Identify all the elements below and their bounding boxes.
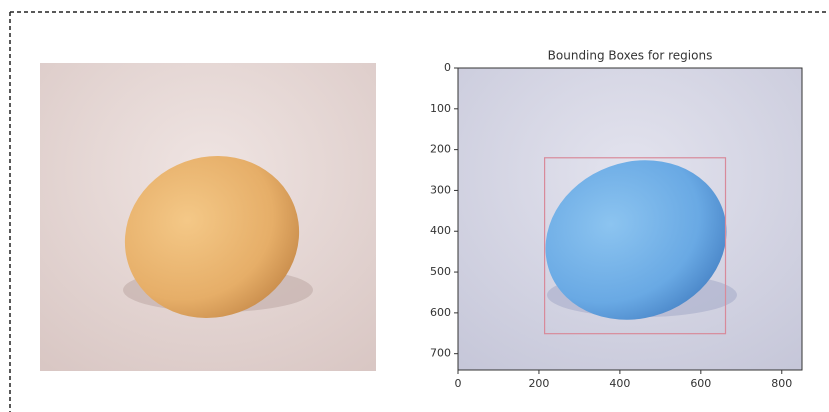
y-tick-label: 700 bbox=[430, 347, 451, 360]
y-tick-label: 400 bbox=[430, 224, 451, 237]
x-tick-label: 600 bbox=[690, 377, 711, 390]
x-tick-label: 200 bbox=[528, 377, 549, 390]
screenshot: Bounding Boxes for regions 0 200 400 600 800… bbox=[0, 0, 829, 412]
y-tick-label: 100 bbox=[430, 102, 451, 115]
y-tick-label: 0 bbox=[444, 61, 451, 74]
y-tick-label: 300 bbox=[430, 183, 451, 196]
plot: Bounding Boxes for regions bbox=[458, 49, 802, 371]
y-tick-label: 200 bbox=[430, 143, 451, 156]
y-tick-label: 600 bbox=[430, 306, 451, 319]
x-tick-label: 800 bbox=[771, 377, 792, 390]
original-photo bbox=[40, 63, 376, 371]
chart-title: Bounding Boxes for regions bbox=[548, 49, 713, 63]
x-tick-label: 0 bbox=[455, 377, 462, 390]
x-tick-label: 400 bbox=[609, 377, 630, 390]
y-tick-label: 500 bbox=[430, 265, 451, 278]
